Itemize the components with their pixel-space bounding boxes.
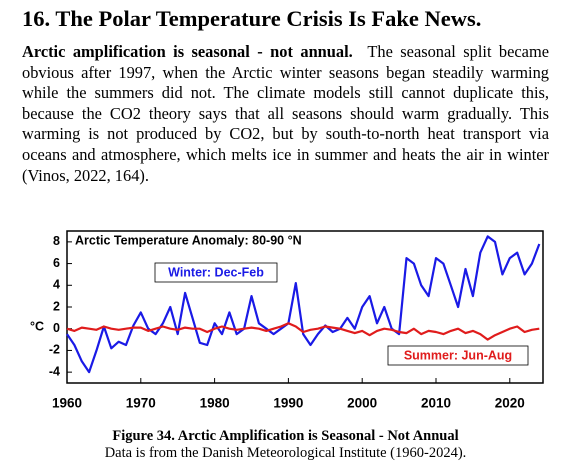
x-tick-label: 2000 — [347, 396, 377, 411]
y-tick-label: -2 — [49, 343, 60, 357]
x-tick-label: 1970 — [126, 396, 156, 411]
caption-source: Data is from the Danish Meteorological I… — [104, 445, 467, 461]
y-tick-label: 0 — [53, 321, 60, 335]
paragraph-body: The seasonal split became obvious after … — [22, 42, 549, 185]
series-label: Winter: Dec-Feb — [168, 265, 264, 279]
y-tick-label: 8 — [53, 234, 60, 248]
x-tick-label: 1980 — [200, 396, 230, 411]
y-tick-label: 6 — [53, 256, 60, 270]
x-tick-label: 1960 — [52, 396, 82, 411]
series-line — [66, 235, 541, 374]
x-tick-label: 2020 — [495, 396, 525, 411]
x-tick-label: 1990 — [273, 396, 303, 411]
series-label-box — [154, 262, 278, 283]
y-tick-label: -4 — [49, 364, 60, 378]
chart: Arctic Temperature Anomaly: 80-90 °N °C … — [30, 230, 544, 411]
heading: 16. The Polar Temperature Crisis Is Fake… — [22, 6, 482, 31]
y-axis-label: °C — [30, 319, 44, 333]
chart-title: Arctic Temperature Anomaly: 80-90 °N — [75, 233, 302, 247]
paragraph-lead: Arctic amplification is seasonal - not a… — [22, 42, 353, 61]
series-label: Summer: Jun-Aug — [404, 348, 512, 362]
y-tick-label: 2 — [53, 299, 60, 313]
y-tick-label: 4 — [53, 278, 60, 292]
series-line — [66, 322, 540, 341]
caption-title: Figure 34. Arctic Amplification is Seaso… — [112, 428, 459, 444]
paragraph: Arctic amplification is seasonal - not a… — [22, 42, 549, 186]
x-tick-label: 2010 — [421, 396, 451, 411]
series-label-box — [387, 345, 529, 366]
